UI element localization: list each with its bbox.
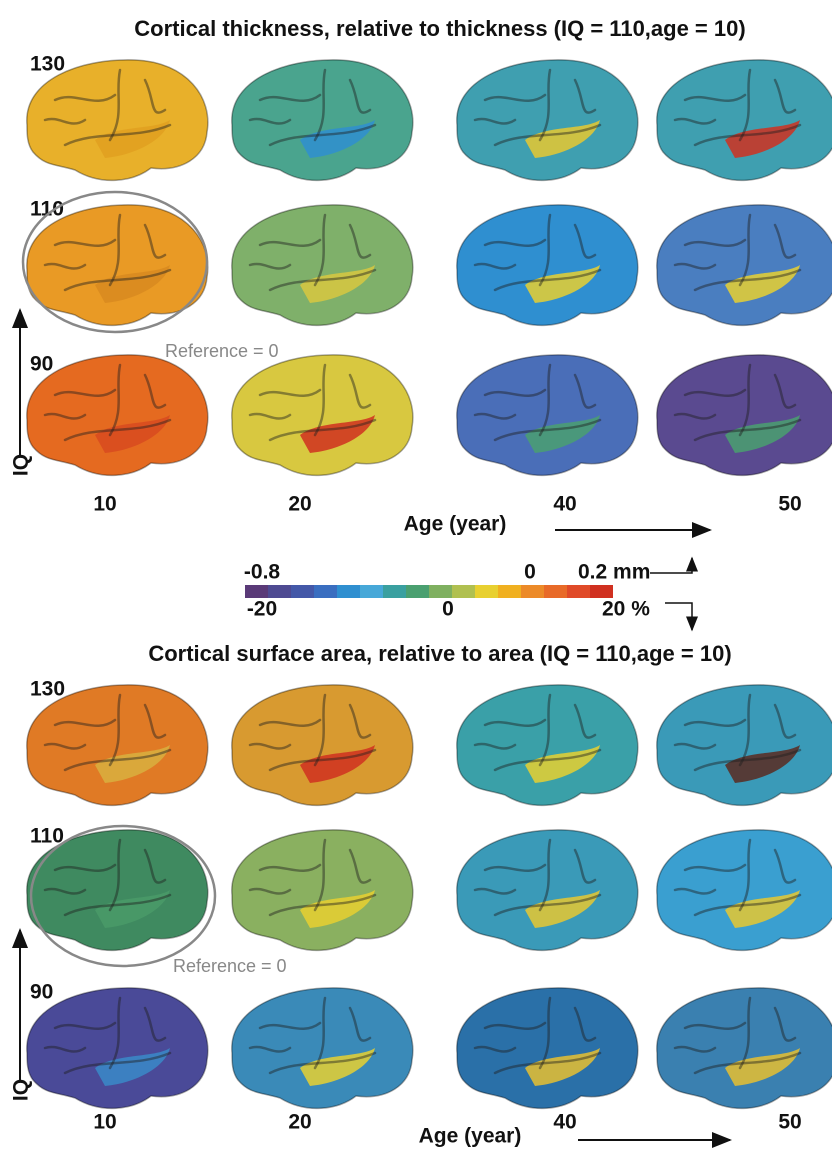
brain-image	[232, 988, 413, 1108]
colorbar-segment	[498, 585, 521, 598]
colorbar-label: 0	[442, 598, 454, 621]
bracket-arrow	[650, 558, 692, 573]
brain-image	[457, 60, 638, 180]
colorbar-segment	[544, 585, 567, 598]
brain-image	[27, 60, 208, 180]
colorbar-label: 0	[524, 561, 536, 584]
column-label: 50	[778, 493, 801, 516]
panel-title: Cortical surface area, relative to area …	[148, 641, 731, 666]
colorbar-segment	[452, 585, 475, 598]
column-label: 20	[288, 493, 311, 516]
row-label: 130	[30, 678, 65, 701]
x-axis-label: Age (year)	[404, 513, 507, 536]
brain-image	[27, 988, 208, 1108]
colorbar-label: -20	[247, 598, 277, 621]
colorbar-segment	[590, 585, 613, 598]
row-label: 130	[30, 53, 65, 76]
brain-image	[27, 355, 208, 475]
brain-image	[657, 830, 832, 950]
column-label: 50	[778, 1111, 801, 1134]
brain-image	[657, 205, 832, 325]
column-label: 40	[553, 1111, 576, 1134]
brain-image	[27, 830, 208, 950]
y-axis-label: IQ	[10, 454, 33, 476]
colorbar-segment	[291, 585, 314, 598]
x-axis-label: Age (year)	[419, 1125, 522, 1148]
colorbar-segment	[245, 585, 268, 598]
colorbar-segment	[360, 585, 383, 598]
colorbar-segment	[337, 585, 360, 598]
colorbar-label: 20 %	[602, 598, 650, 621]
colorbar-segment	[429, 585, 452, 598]
row-label: 110	[30, 198, 64, 221]
colorbar-segment	[567, 585, 590, 598]
panel-title: Cortical thickness, relative to thicknes…	[134, 16, 745, 41]
brain-image	[457, 355, 638, 475]
colorbar-segment	[268, 585, 291, 598]
column-label: 20	[288, 1111, 311, 1134]
brain-image	[27, 205, 208, 325]
brain-image	[457, 205, 638, 325]
figure: -0.8 0 0.2 mm -20 0 20 % Cortical thickness, …	[0, 0, 832, 1149]
column-label: 10	[93, 1111, 116, 1134]
brain-image	[457, 685, 638, 805]
brain-image	[657, 355, 832, 475]
colorbar-segment	[314, 585, 337, 598]
colorbar-label: -0.8	[244, 561, 281, 584]
brain-image	[657, 685, 832, 805]
colorbar-segment	[406, 585, 429, 598]
brain-image	[232, 685, 413, 805]
colorbar-label: 0.2 mm	[578, 561, 650, 584]
brain-image	[232, 355, 413, 475]
colorbar-segment	[475, 585, 498, 598]
row-label: 90	[30, 981, 53, 1004]
bracket-arrow	[665, 603, 692, 630]
column-label: 40	[553, 493, 576, 516]
brain-image	[657, 988, 832, 1108]
brain-image	[457, 830, 638, 950]
column-label: 10	[93, 493, 116, 516]
brain-image	[27, 685, 208, 805]
y-axis-label: IQ	[10, 1079, 33, 1101]
brain-image	[232, 205, 413, 325]
brain-image	[657, 60, 832, 180]
colorbar: -0.8 0 0.2 mm -20 0 20 %	[244, 561, 650, 621]
reference-label: Reference = 0	[173, 956, 287, 976]
brain-image	[232, 830, 413, 950]
colorbar-segment	[521, 585, 544, 598]
row-label: 90	[30, 353, 53, 376]
brain-image	[457, 988, 638, 1108]
colorbar-segment	[383, 585, 406, 598]
brain-image	[232, 60, 413, 180]
reference-label: Reference = 0	[165, 341, 279, 361]
